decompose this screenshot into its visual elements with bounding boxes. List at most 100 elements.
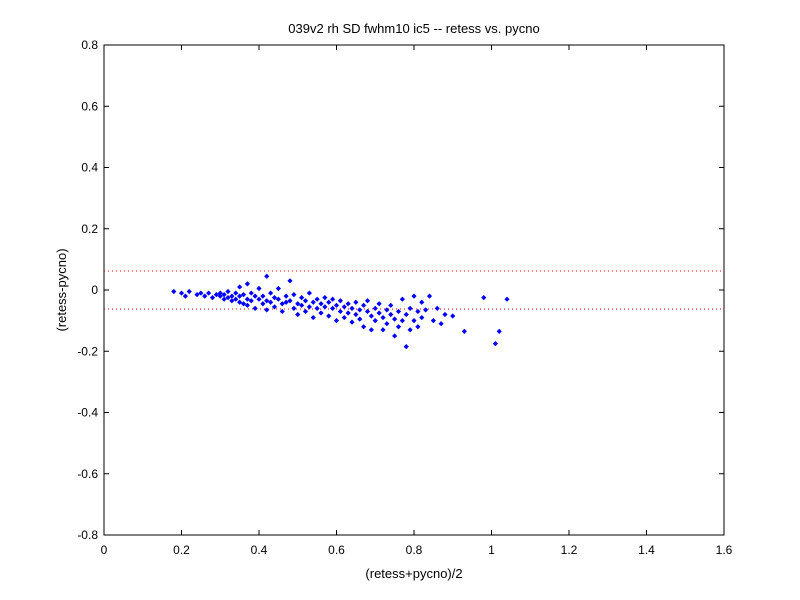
- data-point: [279, 308, 285, 315]
- chart-title: 039v2 rh SD fwhm10 ic5 -- retess vs. pyc…: [288, 21, 539, 36]
- data-point: [233, 296, 239, 302]
- data-point: [306, 290, 312, 296]
- data-point: [198, 290, 204, 296]
- data-point: [403, 344, 409, 350]
- data-point: [268, 290, 274, 296]
- x-tick-label: 0.4: [251, 543, 268, 557]
- data-point: [310, 299, 316, 305]
- data-point: [237, 284, 243, 290]
- reference-lines: [104, 270, 724, 310]
- y-tick-label: 0: [91, 283, 98, 297]
- data-point: [395, 308, 402, 315]
- data-point: [384, 307, 390, 313]
- data-point: [229, 298, 235, 304]
- x-tick-label: 0.6: [328, 543, 345, 557]
- data-point: [492, 340, 498, 347]
- data-point: [248, 298, 254, 304]
- data-point: [194, 291, 200, 298]
- data-point: [419, 314, 425, 321]
- data-point: [430, 318, 436, 324]
- data-point: [248, 290, 254, 296]
- data-point: [306, 304, 312, 310]
- data-point: [279, 301, 285, 307]
- data-point: [361, 324, 367, 330]
- data-point: [302, 298, 309, 304]
- y-tick-label: 0.4: [81, 161, 98, 175]
- data-point: [423, 307, 429, 313]
- data-point: [217, 290, 223, 296]
- data-point: [496, 328, 502, 334]
- x-tick-label: 1.2: [561, 543, 578, 557]
- data-points: [171, 273, 510, 350]
- data-point: [330, 305, 336, 311]
- data-point: [314, 305, 320, 311]
- data-point: [182, 293, 188, 299]
- data-point: [380, 327, 386, 333]
- data-point: [244, 281, 250, 287]
- data-point: [345, 310, 351, 316]
- data-point: [442, 311, 448, 318]
- data-point: [392, 333, 398, 339]
- data-point: [353, 311, 359, 318]
- data-point: [372, 305, 378, 311]
- data-point: [415, 324, 421, 330]
- data-point: [368, 327, 374, 333]
- data-point: [411, 318, 417, 324]
- data-point: [240, 291, 247, 298]
- data-point: [364, 308, 371, 315]
- data-point: [299, 302, 305, 308]
- y-tick-label: -0.6: [77, 467, 98, 481]
- x-tick-label: 0: [101, 543, 108, 557]
- data-point: [326, 299, 332, 305]
- data-point: [217, 293, 223, 299]
- plot-area: [103, 44, 725, 536]
- data-point: [209, 295, 216, 301]
- data-point: [260, 293, 266, 299]
- data-point: [481, 295, 487, 301]
- data-point: [415, 308, 421, 315]
- x-tick-label: 0.8: [406, 543, 423, 557]
- data-point: [341, 314, 347, 321]
- data-point: [411, 293, 417, 299]
- data-point: [333, 302, 340, 308]
- data-point: [322, 295, 328, 301]
- data-point: [341, 304, 347, 310]
- y-tick-label: 0.2: [81, 222, 98, 236]
- data-point: [349, 305, 355, 311]
- data-point: [283, 299, 289, 305]
- data-point: [271, 295, 278, 301]
- data-point: [364, 298, 371, 304]
- data-point: [384, 321, 390, 327]
- data-point: [461, 328, 467, 334]
- data-point: [407, 327, 413, 333]
- data-point: [368, 313, 374, 319]
- data-point: [283, 293, 289, 299]
- data-point: [380, 314, 386, 321]
- data-point: [392, 316, 398, 322]
- data-point: [186, 288, 192, 295]
- data-point: [376, 310, 382, 316]
- y-tick-label: -0.2: [77, 344, 98, 358]
- data-point: [388, 302, 394, 308]
- data-point: [372, 318, 378, 324]
- data-point: [295, 301, 301, 307]
- data-point: [237, 293, 243, 299]
- data-point: [225, 295, 231, 301]
- x-axis-label: (retess+pycno)/2: [365, 566, 462, 581]
- data-point: [291, 291, 297, 298]
- data-point: [291, 305, 297, 311]
- data-point: [221, 296, 227, 302]
- x-tick-label: 0.2: [173, 543, 190, 557]
- data-point: [244, 296, 250, 302]
- y-tick-label: -0.8: [77, 528, 98, 542]
- data-point: [299, 295, 305, 301]
- data-point: [345, 301, 351, 307]
- data-point: [353, 299, 359, 305]
- data-point: [268, 299, 274, 305]
- data-point: [438, 321, 444, 327]
- data-point: [202, 293, 208, 299]
- data-point: [318, 301, 324, 307]
- data-point: [388, 311, 394, 318]
- axis-ticks: 0 0.2 0.4 0.6 0.8 1 1.2 1.4 1.6 0.8 0.6 0.4 0.2 0 -0.2…: [77, 38, 732, 557]
